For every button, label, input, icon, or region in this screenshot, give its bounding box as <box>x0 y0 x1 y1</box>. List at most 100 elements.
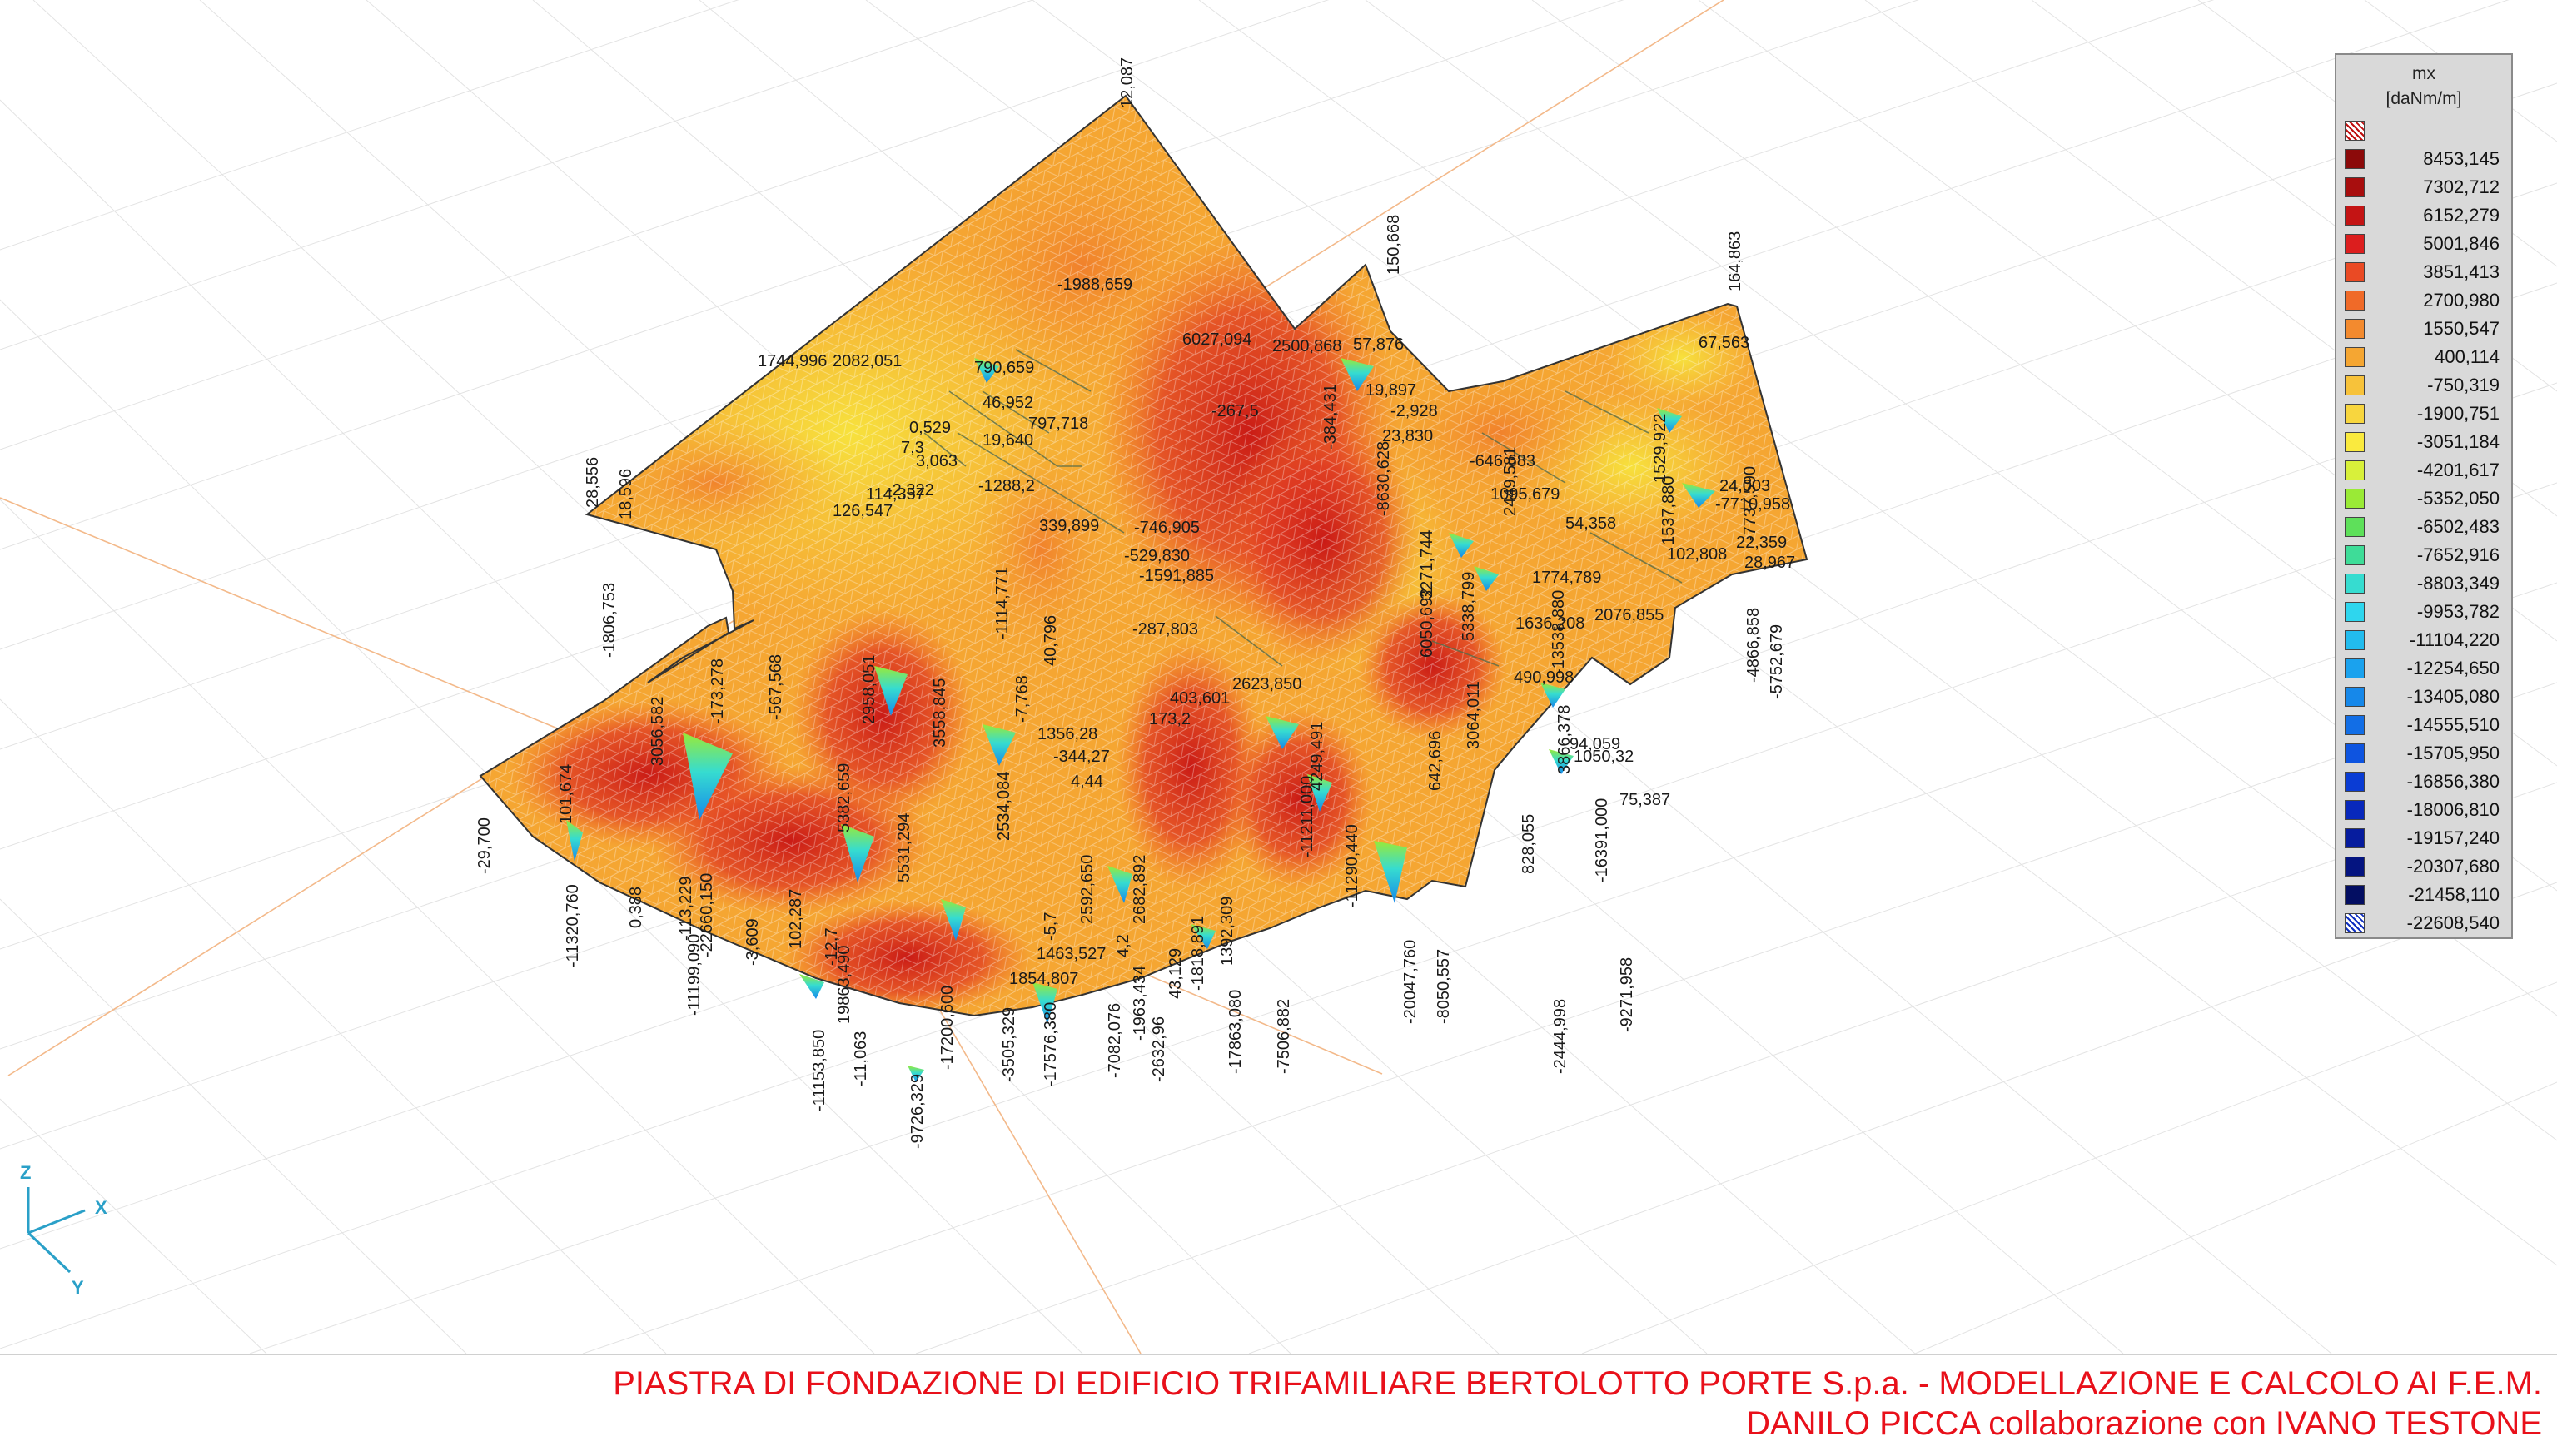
value-label: -267,5 <box>1211 402 1259 420</box>
value-label-vertical: -13538,880 <box>1550 590 1568 674</box>
value-label: -1988,659 <box>1057 276 1132 294</box>
legend-quantity: mx <box>2412 64 2435 83</box>
value-label: 114,357 <box>866 485 925 504</box>
axis-triad: Z X Y <box>20 1162 107 1295</box>
value-label-vertical: -12,7 <box>823 927 841 966</box>
value-label-vertical: -173,278 <box>709 658 727 724</box>
legend-value: 5001,846 <box>2423 233 2500 254</box>
value-label: 24,003 <box>1719 477 1770 495</box>
value-label-vertical: 102,287 <box>787 889 805 949</box>
value-label-vertical: 1392,309 <box>1218 897 1236 966</box>
value-label: -1288,2 <box>978 477 1035 495</box>
value-label-vertical: -3,609 <box>744 918 762 966</box>
value-label: 1095,679 <box>1490 485 1560 504</box>
value-label-vertical: -113,229 <box>677 877 695 941</box>
value-label: 126,547 <box>833 502 893 520</box>
value-label: 1050,32 <box>1574 748 1634 766</box>
legend-row: 3851,413 <box>2336 258 2511 286</box>
legend-value: -20307,680 <box>2406 856 2500 877</box>
legend-swatch <box>2345 206 2365 226</box>
legend-row: -9953,782 <box>2336 598 2511 626</box>
value-label: 790,659 <box>974 359 1034 377</box>
legend-value: -16856,380 <box>2406 771 2500 792</box>
value-label-vertical: 19863,490 <box>835 945 853 1024</box>
value-label-vertical: -17200,600 <box>938 986 957 1070</box>
legend-swatch <box>2345 602 2365 622</box>
value-label-vertical: -384,431 <box>1321 384 1340 450</box>
value-label: -2,928 <box>1390 402 1438 420</box>
legend-row: 2700,980 <box>2336 286 2511 315</box>
value-label-vertical: 164,863 <box>1726 231 1744 291</box>
value-label-vertical: -1114,771 <box>993 567 1012 639</box>
legend-value: -4201,617 <box>2416 460 2500 480</box>
value-label-vertical: -3505,329 <box>1000 1007 1018 1082</box>
legend-swatch <box>2345 687 2365 707</box>
legend-value: -21458,110 <box>2408 884 2500 905</box>
legend-row: -19157,240 <box>2336 824 2511 852</box>
value-label-vertical: 2534,084 <box>995 772 1013 841</box>
value-label-vertical: -7,768 <box>1013 675 1032 723</box>
legend-row: -3051,184 <box>2336 428 2511 456</box>
legend-value: -5352,050 <box>2416 488 2500 509</box>
value-label-vertical: -29,700 <box>475 817 494 874</box>
value-label: -344,27 <box>1053 748 1110 766</box>
legend-row: 5001,846 <box>2336 230 2511 258</box>
value-label-vertical: 2449,581 <box>1501 447 1520 516</box>
legend-swatch <box>2345 404 2365 424</box>
legend-row <box>2336 117 2511 145</box>
legend-value: -11104,220 <box>2409 629 2500 650</box>
value-label: 797,718 <box>1028 415 1088 433</box>
value-label-vertical: -9726,329 <box>908 1074 927 1149</box>
legend-value: -7652,916 <box>2416 544 2500 565</box>
value-label: -7710,958 <box>1715 495 1790 514</box>
value-label-vertical: 3064,011 <box>1465 681 1483 749</box>
legend-swatch <box>2345 658 2365 678</box>
legend-swatch <box>2345 460 2365 480</box>
value-label-vertical: 642,696 <box>1426 731 1445 791</box>
value-label-vertical: 28,556 <box>584 457 602 508</box>
value-label-vertical: -7082,076 <box>1106 1003 1124 1078</box>
legend-swatch <box>2345 828 2365 848</box>
legend-row: -22608,540 <box>2336 909 2511 937</box>
legend-swatch <box>2345 517 2365 537</box>
legend-row: -11104,220 <box>2336 626 2511 654</box>
value-label-vertical: 18,596 <box>617 469 635 519</box>
legend-header: mx [daNm/m] <box>2336 55 2511 117</box>
value-label: 57,876 <box>1353 335 1404 354</box>
value-label-vertical: 43,129 <box>1167 948 1185 999</box>
value-label-vertical: -20047,760 <box>1401 940 1420 1024</box>
legend-swatch <box>2345 885 2365 905</box>
value-label: 2500,868 <box>1272 337 1341 355</box>
legend-value: -750,319 <box>2427 375 2500 395</box>
slab-outline <box>479 94 1808 1017</box>
fem-viewport[interactable]: 1744,996 2082,051 46,952 797,718 790,659 57,8… <box>0 0 2557 1355</box>
value-label: 46,952 <box>983 394 1033 412</box>
legend-rows: 8453,145 7302,712 6152,279 5001,846 3851,413… <box>2336 117 2511 937</box>
value-label-vertical: -17863,080 <box>1226 990 1245 1074</box>
value-label: 6027,094 <box>1182 330 1251 349</box>
legend-row: 400,114 <box>2336 343 2511 371</box>
legend-swatch <box>2345 262 2365 282</box>
legend-row: -20307,680 <box>2336 852 2511 881</box>
legend-row: -12254,650 <box>2336 654 2511 683</box>
legend-value: 2700,980 <box>2423 290 2500 311</box>
legend-swatch <box>2345 121 2365 141</box>
value-label-vertical: -22660,150 <box>698 873 716 957</box>
value-label-vertical: 3271,744 <box>1418 530 1436 599</box>
legend-row: 6152,279 <box>2336 201 2511 230</box>
value-label-vertical: 5338,799 <box>1460 572 1478 641</box>
value-label-vertical: -5,7 <box>1042 912 1060 941</box>
legend-swatch <box>2345 913 2365 933</box>
legend-value: -18006,810 <box>2406 799 2500 820</box>
value-label-vertical: -2444,998 <box>1551 999 1570 1074</box>
value-label-vertical: 150,668 <box>1385 215 1403 275</box>
value-label-vertical: 40,796 <box>1042 615 1060 666</box>
wall-lines <box>923 349 1683 667</box>
value-label-vertical: 4,2 <box>1114 934 1132 957</box>
value-label-vertical: -11,063 <box>852 1031 870 1086</box>
value-label-vertical: -11320,760 <box>564 884 582 967</box>
value-label: -2,322 <box>887 481 934 499</box>
legend-row: 1550,547 <box>2336 315 2511 343</box>
legend-value: -13405,080 <box>2406 686 2500 707</box>
legend-value: 8453,145 <box>2423 148 2500 169</box>
